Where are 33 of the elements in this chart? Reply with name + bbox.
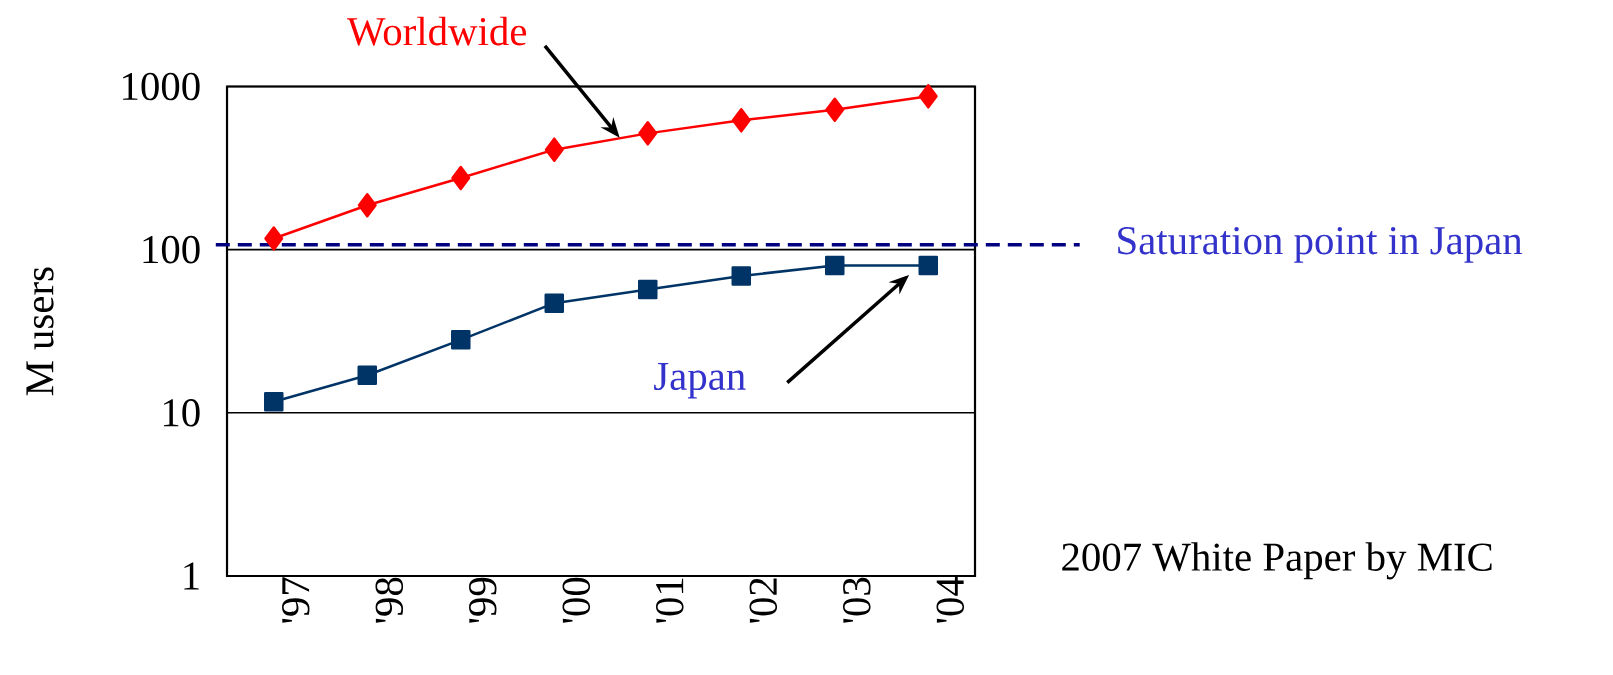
x-tick-label: '02 [749,578,778,623]
point [918,255,939,276]
y-axis-title: M users [26,267,54,396]
point [825,255,845,276]
point [731,266,752,286]
x-tick-label: '03 [842,577,871,623]
point [638,121,658,146]
point [264,391,284,412]
x-tick-label: '97 [282,577,310,623]
series-label: Japan [654,362,746,399]
x-tick-label: '04 [936,576,965,623]
y-tick-label: 1000 [123,72,200,101]
point [451,165,471,191]
x-tick-label: '00 [562,577,591,623]
point [638,279,658,300]
text: Worldwide [347,16,527,46]
point [357,365,378,385]
y-tick-label: 100 [143,235,200,264]
point [544,293,565,313]
text: 2007 White Paper by MIC [1062,542,1492,580]
point [451,330,471,350]
ref-line-label: Saturation point in Japan [1118,226,1523,263]
point [825,97,845,123]
point [544,137,564,162]
point [357,193,377,218]
point [731,108,751,133]
x-tick-label: '01 [655,578,684,623]
y-tick-label: 10 [163,399,200,427]
y-tick-label: 1 [184,562,199,590]
x-tick-label: '99 [469,577,497,623]
point [918,84,938,109]
point [264,226,284,251]
x-tick-label: '98 [375,577,404,623]
